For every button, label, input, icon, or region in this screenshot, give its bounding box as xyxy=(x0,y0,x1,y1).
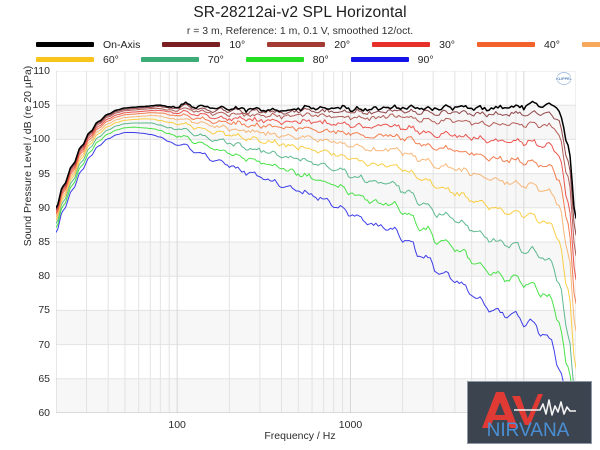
y-tick-label: 60 xyxy=(38,407,50,419)
legend-swatch-icon xyxy=(140,57,199,62)
legend-item-20[interactable]: 20° xyxy=(267,39,350,51)
series-line-70 xyxy=(56,122,576,400)
legend-item-10[interactable]: 10° xyxy=(162,39,245,51)
legend-swatch-icon xyxy=(267,42,326,47)
legend-label: 70° xyxy=(207,53,224,66)
legend-row: On-Axis 10° 20° 30° 40° 50° xyxy=(36,37,600,52)
series-line-60 xyxy=(56,118,576,370)
legend-label: On-Axis xyxy=(103,38,141,51)
legend-item-60[interactable]: 60° xyxy=(36,54,119,66)
series-line-40 xyxy=(56,112,576,305)
legend-label: 80° xyxy=(312,53,329,66)
series-line-10 xyxy=(56,103,576,236)
legend-item-40[interactable]: 40° xyxy=(477,39,560,51)
legend-label: 60° xyxy=(103,53,119,66)
y-axis-label: Sound Pressure Level / dB (re 20 µPa) xyxy=(22,65,34,247)
legend-label: 20° xyxy=(334,38,351,51)
svg-text:KLIPPEL: KLIPPEL xyxy=(556,77,573,81)
series-line-20 xyxy=(56,107,576,257)
klippel-watermark-icon: KLIPPEL xyxy=(553,72,575,85)
legend-swatch-icon xyxy=(245,57,304,62)
legend-item-50[interactable]: 50° xyxy=(581,39,600,51)
legend-label: 90° xyxy=(417,53,434,66)
legend-label: 30° xyxy=(439,38,456,51)
plot-area xyxy=(56,71,576,413)
series-line-90 xyxy=(56,132,575,413)
x-axis-label: Frequency / Hz xyxy=(264,430,336,442)
chart-title: SR-28212ai-v2 SPL Horizontal xyxy=(193,4,407,21)
legend-item-onaxis[interactable]: On-Axis xyxy=(36,39,140,51)
plot-svg xyxy=(56,71,576,413)
legend-label: 10° xyxy=(229,38,246,51)
y-tick-label: 75 xyxy=(38,304,50,317)
y-tick-label: 65 xyxy=(38,372,50,385)
legend-item-80[interactable]: 80° xyxy=(245,53,329,66)
series-line-50 xyxy=(56,114,576,332)
legend-swatch-icon xyxy=(350,57,409,62)
plot-band xyxy=(56,173,576,208)
legend-swatch-icon xyxy=(372,42,431,47)
plot-band xyxy=(56,242,576,277)
legend-swatch-icon xyxy=(162,42,221,47)
av-nirvana-logo: NIRVANA xyxy=(467,381,592,444)
series-line-80 xyxy=(56,126,576,411)
y-tick-label: 80 xyxy=(38,270,50,283)
chart-legend: On-Axis 10° 20° 30° 40° 50° 60° 70° 80° 90° xyxy=(36,37,600,67)
legend-item-90[interactable]: 90° xyxy=(350,53,434,66)
legend-swatch-icon xyxy=(477,42,536,47)
plot-band xyxy=(56,310,576,345)
svg-text:NIRVANA: NIRVANA xyxy=(487,420,570,441)
legend-swatch-icon xyxy=(581,42,600,47)
chart-subtitle: r = 3 m, Reference: 1 m, 0.1 V, smoothed… xyxy=(186,25,414,37)
series-line-30 xyxy=(56,109,576,281)
legend-item-70[interactable]: 70° xyxy=(140,53,224,66)
legend-label: 40° xyxy=(544,38,560,51)
series-line-onaxis xyxy=(56,100,576,219)
legend-swatch-icon xyxy=(36,57,94,62)
legend-item-30[interactable]: 30° xyxy=(372,39,455,51)
y-tick-label: 70 xyxy=(38,338,50,351)
legend-row: 60° 70° 80° 90° xyxy=(36,52,584,67)
legend-swatch-icon xyxy=(36,42,94,47)
